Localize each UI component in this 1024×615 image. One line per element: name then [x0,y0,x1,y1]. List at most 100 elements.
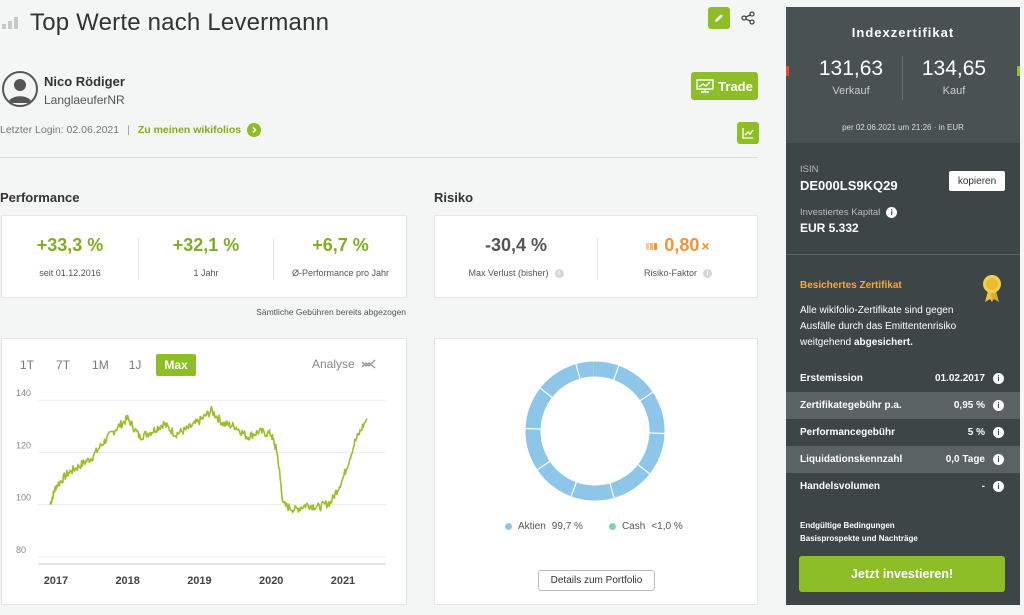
performance-card: +33,3 % seit 01.12.2016 +32,1 % 1 Jahr +… [1,215,407,298]
performance-metric: +33,3 % seit 01.12.2016 [2,216,138,297]
range-tab-max[interactable]: Max [156,354,196,376]
share-button[interactable] [738,7,758,29]
aktien-value: 99,7 % [551,521,583,532]
portfolio-details-button[interactable]: Details zum Portfolio [538,570,655,591]
risk-card: -30,4 % Max Verlust (bisher) i 0,80 × Ri… [434,215,758,298]
performance-value: +32,1 % [172,235,240,255]
allocation-legend: Aktien 99,7 % Cash <1,0 % [505,521,683,532]
metric-divider [273,238,274,280]
secured-title: Besichertes Zertifikat [800,280,902,291]
donut-separator [609,483,615,498]
x-tick-label: 2020 [259,575,283,587]
capital-value: EUR 5.332 [800,221,859,235]
final-terms-link[interactable]: Endgültige Bedingungen [800,521,895,530]
pencil-icon [715,14,723,22]
trade-label: Trade [718,78,753,94]
y-tick-label: 80 [16,545,26,555]
medal-icon [983,275,1001,302]
risk-factor-label-row: Risiko-Faktor i [644,268,712,278]
performance-value: +33,3 % [36,235,104,255]
sell-marker [786,66,789,76]
info-icon[interactable]: i [703,268,712,278]
allocation-card [434,338,758,605]
sell-label: Verkauf [832,85,870,97]
trade-button[interactable]: Trade [691,72,758,100]
info-row-liquidation: Liquidationskennzahl 0,0 Tage i [786,446,1020,473]
range-tab-1j[interactable]: 1J [128,358,142,372]
info-row-key: Erstemission [800,373,863,384]
info-row-value: 01.02.2017 [934,373,985,384]
analyse-button[interactable]: Analyse [312,357,377,371]
price-divider [902,56,903,100]
legal-links: Endgültige Bedingungen Basisprospekte un… [800,519,918,545]
certificate-panel: Indexzertifikat 131,63 Verkauf 134,65 Ka… [786,7,1020,605]
metric-divider [597,238,598,280]
analyse-label: Analyse [312,357,355,371]
certificate-info-rows: Erstemission 01.02.2017 i Zertifikategeb… [786,365,1020,500]
range-tab-7t[interactable]: 7T [56,358,71,372]
chart-card [1,338,407,605]
capital-label: Investiertes Kapital [800,207,881,218]
performance-value: +6,7 % [312,235,369,255]
sell-value: 131,63 [818,57,884,80]
sell-price: 131,63 Verkauf [796,57,906,97]
risk-bars-icon [646,242,658,250]
buy-marker [1017,66,1020,76]
line-chart-icon [742,128,754,139]
invest-button[interactable]: Jetzt investieren! [799,556,1005,592]
info-row-volume: Handelsvolumen - i [786,473,1020,500]
performance-chart: 80 100 120 140 2017 2018 2019 2020 2021 [16,388,386,587]
y-tick-label: 100 [16,493,31,503]
info-icon[interactable]: i [993,427,1004,438]
aktien-label: Aktien [518,521,546,532]
donut-separator [613,365,620,381]
info-icon[interactable]: i [554,268,564,278]
performance-line [49,405,368,514]
info-row-key: Performancegebühr [800,427,896,438]
info-row-value: - [981,481,985,492]
donut-slice-aktien[interactable] [525,361,665,501]
cash-legend-dot [608,523,616,530]
info-row-erstemission: Erstemission 01.02.2017 i [786,365,1020,392]
edit-button[interactable] [708,7,730,29]
user-name[interactable]: Nico Rödiger [44,74,125,89]
info-row-value: 0,95 % [953,400,985,411]
max-loss-label-row: Max Verlust (bisher) i [468,268,564,278]
arrow-right-icon[interactable] [247,123,262,137]
x-tick-label: 2017 [44,575,68,587]
donut-separator [639,391,653,402]
login-row: Letzter Login: 02.06.2021 | Zu meinen wi… [0,123,262,137]
copy-isin-button[interactable]: kopieren [949,171,1005,191]
info-icon[interactable]: i [886,207,898,218]
donut-separator [537,460,551,471]
buy-label: Kauf [942,85,966,97]
performance-label: 1 Jahr [193,268,219,278]
range-tab-1m[interactable]: 1M [92,358,109,372]
trade-icon [696,79,714,93]
fees-note: Sämtliche Gebühren bereits abgezogen [256,307,406,317]
title-row: Top Werte nach Levermann [0,8,329,38]
certificate-heading: Indexzertifikat [851,25,955,40]
info-icon[interactable]: i [993,481,1004,492]
info-row-key: Handelsvolumen [800,481,881,492]
chart-button[interactable] [737,122,759,144]
range-tab-1t[interactable]: 1T [20,358,35,372]
prospectus-link[interactable]: Basisprospekte und Nachträge [800,534,918,543]
share-icon [741,11,755,25]
performance-title: Performance [0,190,80,205]
y-tick-label: 120 [16,440,31,450]
capital-label-row: Investiertes Kapital i [800,207,898,218]
wikifolios-link[interactable]: Zu meinen wikifolios [137,124,242,136]
max-loss-label: Max Verlust (bisher) [468,268,549,278]
buy-price: 134,65 Kauf [899,57,1009,97]
info-icon[interactable]: i [993,454,1004,465]
last-login: Letzter Login: 02.06.2021 [0,124,120,136]
risk-factor-metric: 0,80 × Risiko-Faktor i [598,216,758,297]
y-tick-label: 140 [16,388,31,398]
info-icon[interactable]: i [993,373,1004,384]
donut-separator [637,464,651,475]
avatar[interactable] [2,71,38,107]
x-tick-label: 2021 [331,575,355,587]
info-icon[interactable]: i [993,400,1004,411]
cash-label: Cash [621,521,646,532]
